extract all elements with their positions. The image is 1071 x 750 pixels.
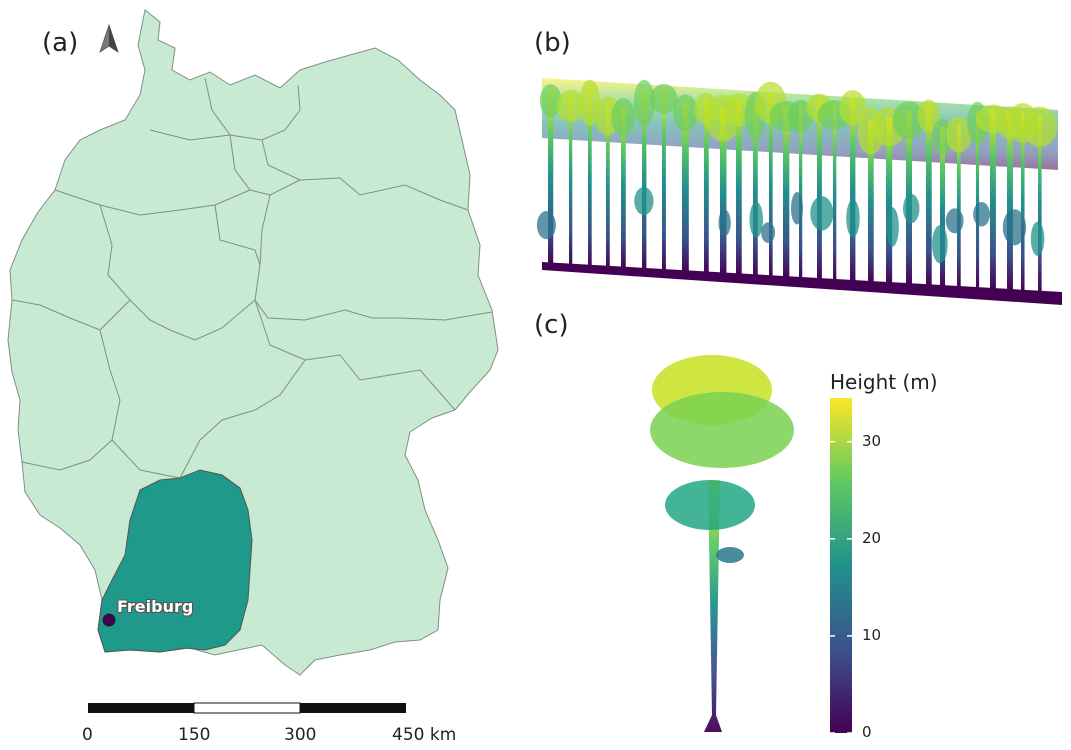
colorbar-ticks xyxy=(830,440,852,734)
tree-stem xyxy=(606,105,610,269)
tree-crown xyxy=(611,98,636,138)
tree-stem xyxy=(642,92,647,271)
tree-stem xyxy=(769,92,773,278)
understory-foliage xyxy=(846,199,860,238)
understory-foliage xyxy=(810,196,834,231)
colorbar xyxy=(830,398,852,734)
tree-stem xyxy=(569,96,573,267)
tree-crown xyxy=(892,101,926,140)
tree-stem xyxy=(662,88,666,272)
tree-stem xyxy=(926,105,932,286)
tree-stem xyxy=(588,93,592,268)
tree-crown xyxy=(946,116,972,153)
tree-stem xyxy=(704,99,709,274)
understory-foliage xyxy=(945,208,964,234)
tree-stem xyxy=(817,97,822,280)
understory-foliage xyxy=(1002,209,1027,246)
understory-foliage xyxy=(932,225,948,264)
understory-foliage xyxy=(903,193,920,224)
germany-map xyxy=(7,9,499,676)
scale-segment-1 xyxy=(88,703,194,713)
tree-stem xyxy=(1021,112,1025,291)
tree-stem xyxy=(886,116,893,284)
colorbar-tick-label: 30 xyxy=(862,431,882,450)
tree-crown xyxy=(917,99,941,132)
tree-stem xyxy=(957,124,961,288)
understory-foliage xyxy=(885,207,899,247)
scale-label-150: 150 xyxy=(178,725,211,745)
city-label-freiburg: Freiburg xyxy=(117,597,194,616)
single-tree xyxy=(650,355,794,732)
scale-bar xyxy=(88,702,406,714)
state-borders xyxy=(11,77,493,479)
scale-segment-3 xyxy=(300,703,406,713)
scale-label-450: 450 km xyxy=(392,725,457,745)
tree-stem xyxy=(753,105,758,277)
tree-branch-side xyxy=(716,547,744,563)
forest-trees xyxy=(536,78,1058,292)
tree-crown xyxy=(556,89,585,123)
tree-stem xyxy=(850,97,856,282)
tree-stem xyxy=(990,108,996,290)
north-arrow-icon xyxy=(99,23,119,53)
tree-crown-mid xyxy=(650,392,794,468)
tree-stem xyxy=(868,120,874,283)
tree-stem xyxy=(621,107,626,270)
tree-stem xyxy=(783,106,790,279)
understory-foliage xyxy=(536,210,556,240)
tree-stem xyxy=(833,105,837,281)
understory-foliage xyxy=(973,201,990,227)
tree-stem xyxy=(720,108,727,275)
tree-crown xyxy=(650,83,678,114)
colorbar-tick-label: 10 xyxy=(862,625,882,644)
tree-crown xyxy=(672,94,699,132)
tree-stem xyxy=(736,99,742,276)
tree-crown-low xyxy=(665,480,755,530)
understory-foliage xyxy=(761,222,776,243)
understory-foliage xyxy=(718,209,731,237)
panel-label-b: (b) xyxy=(534,28,571,58)
germany-outline xyxy=(7,9,499,676)
tree-crown xyxy=(539,84,562,118)
tree-stem xyxy=(1007,112,1013,291)
scale-label-300: 300 xyxy=(284,725,317,745)
forest-ground xyxy=(542,262,1062,305)
baden-wuerttemberg-region xyxy=(97,469,253,653)
tree-stem xyxy=(1038,116,1042,292)
panel-label-c: (c) xyxy=(534,310,569,340)
colorbar-gradient xyxy=(830,398,852,733)
understory-foliage xyxy=(749,201,764,238)
tree-crown xyxy=(1022,106,1058,147)
scale-segment-2 xyxy=(193,702,301,714)
tree-crown xyxy=(633,79,655,127)
panel-label-a: (a) xyxy=(42,28,79,58)
tree-stem xyxy=(940,126,946,287)
scale-label-0: 0 xyxy=(82,725,93,745)
tree-stem xyxy=(682,102,689,273)
tree-stem xyxy=(799,106,803,279)
understory-foliage xyxy=(790,192,804,225)
understory-foliage xyxy=(634,187,654,216)
tree-trunk xyxy=(704,480,722,732)
forest-point-cloud xyxy=(536,78,1062,305)
freiburg-marker xyxy=(102,613,116,627)
tree-stem xyxy=(976,113,980,289)
tree-stem xyxy=(548,90,554,266)
tree-crown xyxy=(839,90,867,126)
colorbar-tick-label: 0 xyxy=(862,723,872,741)
colorbar-tick-label: 20 xyxy=(862,528,882,547)
colorbar-title: Height (m) xyxy=(830,370,938,394)
understory-foliage xyxy=(1030,221,1045,256)
